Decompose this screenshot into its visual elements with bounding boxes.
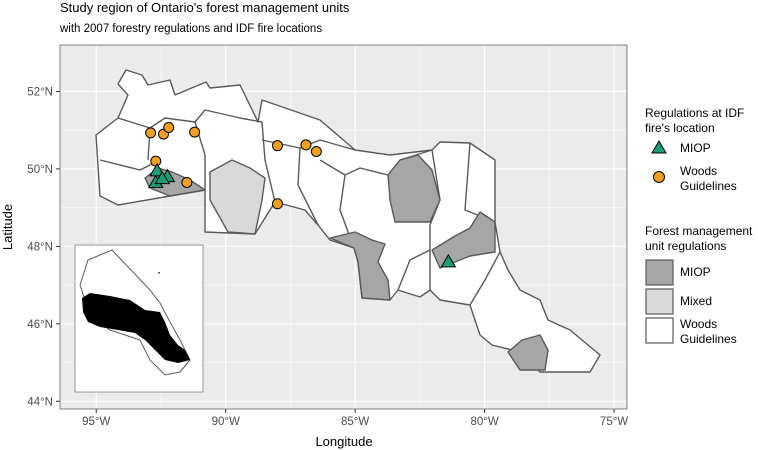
fire-point-woods xyxy=(310,145,322,157)
fire-point-woods xyxy=(271,140,283,152)
fire-point-woods xyxy=(150,155,162,167)
fire-point-woods xyxy=(271,198,283,210)
unit-mixed xyxy=(209,159,266,235)
fire-point-miop xyxy=(154,170,171,185)
y-tick-label: 50°N xyxy=(27,164,53,176)
x-tick-label: 75°W xyxy=(600,416,628,428)
y-tick-label: 48°N xyxy=(27,241,53,253)
fire-location-marks xyxy=(145,121,457,268)
regulation-legend-label-woods-line2: Guidelines xyxy=(680,179,737,193)
unit-boundary xyxy=(397,249,431,291)
regulation-legend-title-line1: Regulations at IDF xyxy=(645,106,744,120)
axes: 95°W 90°W 85°W 80°W 75°W 44°N 46°N 48°N 50°N 52°N xyxy=(27,44,628,428)
forest-management-units xyxy=(95,69,601,373)
unit-legend-label-woods-line2: Guidelines xyxy=(680,332,737,346)
x-tick-label: 85°W xyxy=(341,416,369,428)
fire-point-woods xyxy=(145,127,157,139)
legend-miop-swatch xyxy=(645,259,674,286)
unit-legend-title-line1: Forest management xyxy=(645,224,753,238)
unit-legend-label-mixed: Mixed xyxy=(680,294,712,308)
legend-miop-triangle-icon xyxy=(651,140,667,154)
y-tick-label: 46°N xyxy=(27,319,53,331)
x-tick-label: 90°W xyxy=(212,416,240,428)
unit-miop xyxy=(329,231,391,301)
unit-boundary xyxy=(297,147,319,226)
inset-study-region xyxy=(82,293,190,363)
regulation-legend: Regulations at IDF fire's location MIOP … xyxy=(645,106,744,193)
fire-point-woods xyxy=(300,139,312,151)
fire-point-woods xyxy=(163,121,175,133)
unit-legend: Forest management unit regulations MIOP … xyxy=(645,224,753,346)
fire-point-woods xyxy=(189,126,201,138)
legend-woods-swatch xyxy=(645,317,674,344)
x-tick-label: 95°W xyxy=(82,416,110,428)
unit-legend-title-line2: unit regulations xyxy=(645,239,726,253)
inset-map xyxy=(74,244,204,393)
y-tick-label: 44°N xyxy=(27,396,53,408)
unit-legend-label-miop: MIOP xyxy=(680,265,711,279)
legend-woods-circle-icon xyxy=(653,171,665,183)
y-axis-title: Latitude xyxy=(0,204,15,250)
x-axis-title: Longitude xyxy=(315,434,372,449)
fire-point-miop xyxy=(440,253,457,268)
fire-point-woods xyxy=(181,176,193,188)
fire-point-miop xyxy=(149,162,165,177)
chart-title: Study region of Ontario's forest managem… xyxy=(60,0,350,15)
x-tick-label: 80°W xyxy=(470,416,498,428)
inset-island xyxy=(158,272,160,274)
unit-miop xyxy=(387,154,441,223)
unit-boundary xyxy=(261,121,276,203)
y-tick-label: 52°N xyxy=(27,86,53,98)
regulation-legend-title-line2: fire's location xyxy=(645,121,715,135)
unit-legend-label-woods-line1: Woods xyxy=(680,317,717,331)
regulation-legend-label-miop: MIOP xyxy=(680,141,711,155)
legend-mixed-swatch xyxy=(645,288,674,315)
panel-border xyxy=(59,44,628,410)
unit-boundary xyxy=(469,251,501,306)
chart-subtitle: with 2007 forestry regulations and IDF f… xyxy=(60,23,323,35)
regulation-legend-label-woods-line1: Woods xyxy=(680,164,717,178)
unit-miop xyxy=(507,334,549,371)
